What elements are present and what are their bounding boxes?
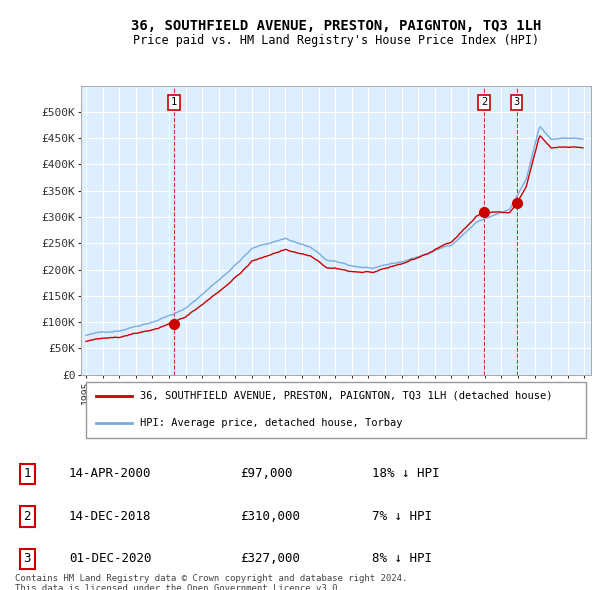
- Text: Price paid vs. HM Land Registry's House Price Index (HPI): Price paid vs. HM Land Registry's House …: [133, 34, 539, 47]
- Text: 1: 1: [171, 97, 177, 107]
- Text: HPI: Average price, detached house, Torbay: HPI: Average price, detached house, Torb…: [140, 418, 402, 428]
- Text: 18% ↓ HPI: 18% ↓ HPI: [372, 467, 439, 480]
- FancyBboxPatch shape: [86, 382, 586, 438]
- Text: 3: 3: [514, 97, 520, 107]
- Text: 3: 3: [23, 552, 31, 565]
- Text: 14-APR-2000: 14-APR-2000: [69, 467, 151, 480]
- Text: This data is licensed under the Open Government Licence v3.0.: This data is licensed under the Open Gov…: [15, 584, 343, 590]
- Text: 2: 2: [481, 97, 487, 107]
- Text: 7% ↓ HPI: 7% ↓ HPI: [372, 510, 432, 523]
- Text: 36, SOUTHFIELD AVENUE, PRESTON, PAIGNTON, TQ3 1LH: 36, SOUTHFIELD AVENUE, PRESTON, PAIGNTON…: [131, 19, 541, 33]
- Text: 8% ↓ HPI: 8% ↓ HPI: [372, 552, 432, 565]
- Text: 01-DEC-2020: 01-DEC-2020: [69, 552, 151, 565]
- Text: 2: 2: [23, 510, 31, 523]
- Text: £310,000: £310,000: [240, 510, 300, 523]
- Text: £327,000: £327,000: [240, 552, 300, 565]
- Text: 1: 1: [23, 467, 31, 480]
- Text: 36, SOUTHFIELD AVENUE, PRESTON, PAIGNTON, TQ3 1LH (detached house): 36, SOUTHFIELD AVENUE, PRESTON, PAIGNTON…: [140, 391, 552, 401]
- Text: 14-DEC-2018: 14-DEC-2018: [69, 510, 151, 523]
- Text: Contains HM Land Registry data © Crown copyright and database right 2024.: Contains HM Land Registry data © Crown c…: [15, 574, 407, 583]
- Text: £97,000: £97,000: [240, 467, 293, 480]
